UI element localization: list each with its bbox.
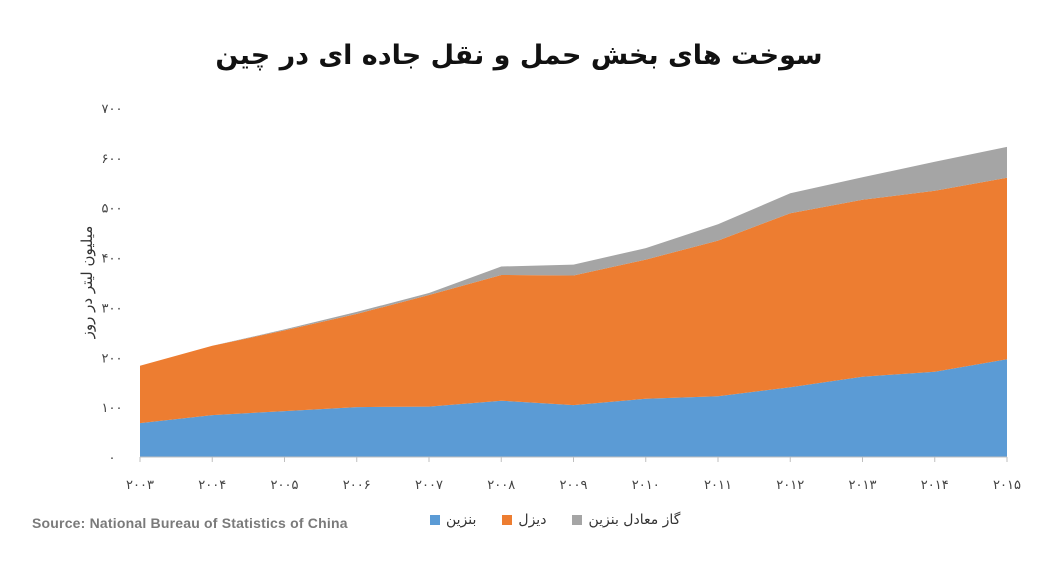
legend: بنزین دیزل گاز معادل بنزین xyxy=(430,512,680,528)
x-tick-label: ۲۰۰۴ xyxy=(198,478,226,493)
y-tick-label: ۲۰۰ xyxy=(102,351,123,366)
axes-layer: ۲۰۰۳ ۲۰۰۴ ۲۰۰۵ ۲۰۰۶ ۲۰۰۷ ۲۰۰۸ ۲۰۰۹ ۲۰۱۰ ۲۰۱۱ ۲۰۱۲… xyxy=(102,102,1021,493)
legend-swatch-gas xyxy=(572,515,583,525)
legend-swatch-gasoline xyxy=(430,515,440,525)
y-tick-label: ۳۰۰ xyxy=(102,301,123,316)
x-tick-label: ۲۰۰۷ xyxy=(415,478,443,493)
x-tick-label: ۲۰۱۲ xyxy=(776,478,804,493)
area-series-gasoline xyxy=(140,359,1007,457)
x-tick-label: ۲۰۰۵ xyxy=(271,478,299,493)
x-tick-label: ۲۰۱۱ xyxy=(704,478,732,493)
legend-item-gas: گاز معادل بنزین xyxy=(572,512,680,528)
y-tick-label: ۵۰۰ xyxy=(102,202,123,217)
legend-label-gas: گاز معادل بنزین xyxy=(588,512,681,528)
y-tick-label: ۰ xyxy=(109,451,116,466)
x-tick-label: ۲۰۱۰ xyxy=(632,478,660,493)
x-tick-label: ۲۰۰۸ xyxy=(487,478,515,493)
x-tick-label: ۲۰۱۴ xyxy=(921,478,949,493)
area-layer xyxy=(140,146,1007,457)
legend-item-gasoline: بنزین xyxy=(430,512,476,528)
y-tick-label: ۱۰۰ xyxy=(102,401,123,416)
y-tick-label: ۷۰۰ xyxy=(102,102,123,117)
y-axis-label: میلیون لیتر در روز xyxy=(78,225,96,339)
legend-swatch-diesel xyxy=(502,515,513,525)
legend-label-diesel: دیزل xyxy=(518,512,547,528)
legend-label-gasoline: بنزین xyxy=(446,512,477,528)
area-series-gas-equivalent xyxy=(140,146,1007,366)
chart-title: سوخت های بخش حمل و نقل جاده ای در چین xyxy=(215,40,823,71)
x-tick-label: ۲۰۱۳ xyxy=(849,478,877,493)
area-series-diesel xyxy=(140,177,1007,424)
x-tick-label: ۲۰۱۵ xyxy=(993,478,1021,493)
legend-item-diesel: دیزل xyxy=(502,512,546,528)
source-note: Source: National Bureau of Statistics of… xyxy=(32,515,348,531)
x-tick-label: ۲۰۰۶ xyxy=(343,478,371,493)
x-tick-label: ۲۰۰۳ xyxy=(126,478,154,493)
x-tick-label: ۲۰۰۹ xyxy=(560,478,588,493)
y-tick-label: ۴۰۰ xyxy=(102,252,123,267)
y-tick-label: ۶۰۰ xyxy=(102,152,123,167)
